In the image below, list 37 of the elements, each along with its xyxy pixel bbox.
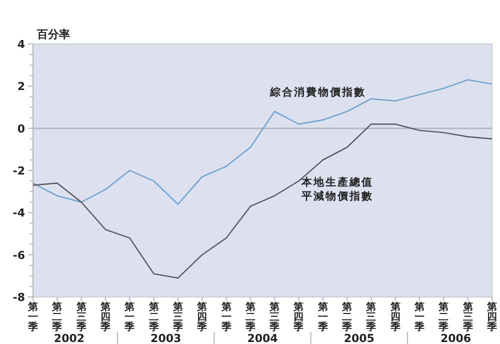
x-tick-label: 第三季: [75, 301, 88, 333]
x-tick-label: 第二季: [341, 301, 354, 333]
x-tick-label: 第一季: [414, 301, 426, 333]
x-tick-label: 第四季: [486, 301, 498, 333]
series-label: 綜合消費物價指數: [269, 86, 366, 99]
x-tick-label: 第一季: [220, 301, 232, 333]
text: 2003: [150, 332, 182, 344]
y-tick-label: 4: [17, 38, 26, 51]
y-tick-label: 2: [17, 80, 25, 94]
x-tick-label: 第三季: [365, 301, 378, 333]
x-tick-label: 第四季: [389, 301, 402, 333]
x-tick-label: 第一季: [27, 301, 39, 333]
y-tick-label: 0: [17, 122, 26, 136]
x-tick-label: 第二季: [244, 301, 256, 333]
x-tick-label: 第四季: [292, 301, 305, 333]
x-tick-label: 第三季: [268, 301, 281, 333]
line-series: [32, 79, 493, 205]
x-tick-label: 第四季: [99, 301, 112, 333]
x-tick-label: 第一季: [316, 301, 329, 333]
y-tick-label: -6: [12, 248, 26, 262]
text: 2004: [247, 332, 278, 344]
y-tick-label: -4: [12, 206, 26, 220]
series-label: 本地生產總值平減物價指數: [300, 175, 374, 202]
x-tick-label: 第二季: [51, 301, 64, 333]
y-tick-label: -2: [12, 164, 25, 178]
x-tick-label: 第二季: [148, 301, 160, 333]
text: 2006: [440, 332, 472, 344]
x-tick-label: 第四季: [196, 301, 208, 333]
x-tick-label: 第三季: [172, 301, 184, 333]
x-tick-label: 第二季: [438, 301, 450, 333]
y-tick-label: -8: [12, 291, 25, 304]
x-tick-label: 第一季: [124, 301, 136, 333]
line-series: [32, 124, 493, 279]
text: 2005: [344, 332, 374, 344]
text: 2002: [54, 332, 85, 344]
x-tick-label: 第三季: [462, 301, 474, 333]
y-axis-title: 百分率: [36, 28, 70, 41]
